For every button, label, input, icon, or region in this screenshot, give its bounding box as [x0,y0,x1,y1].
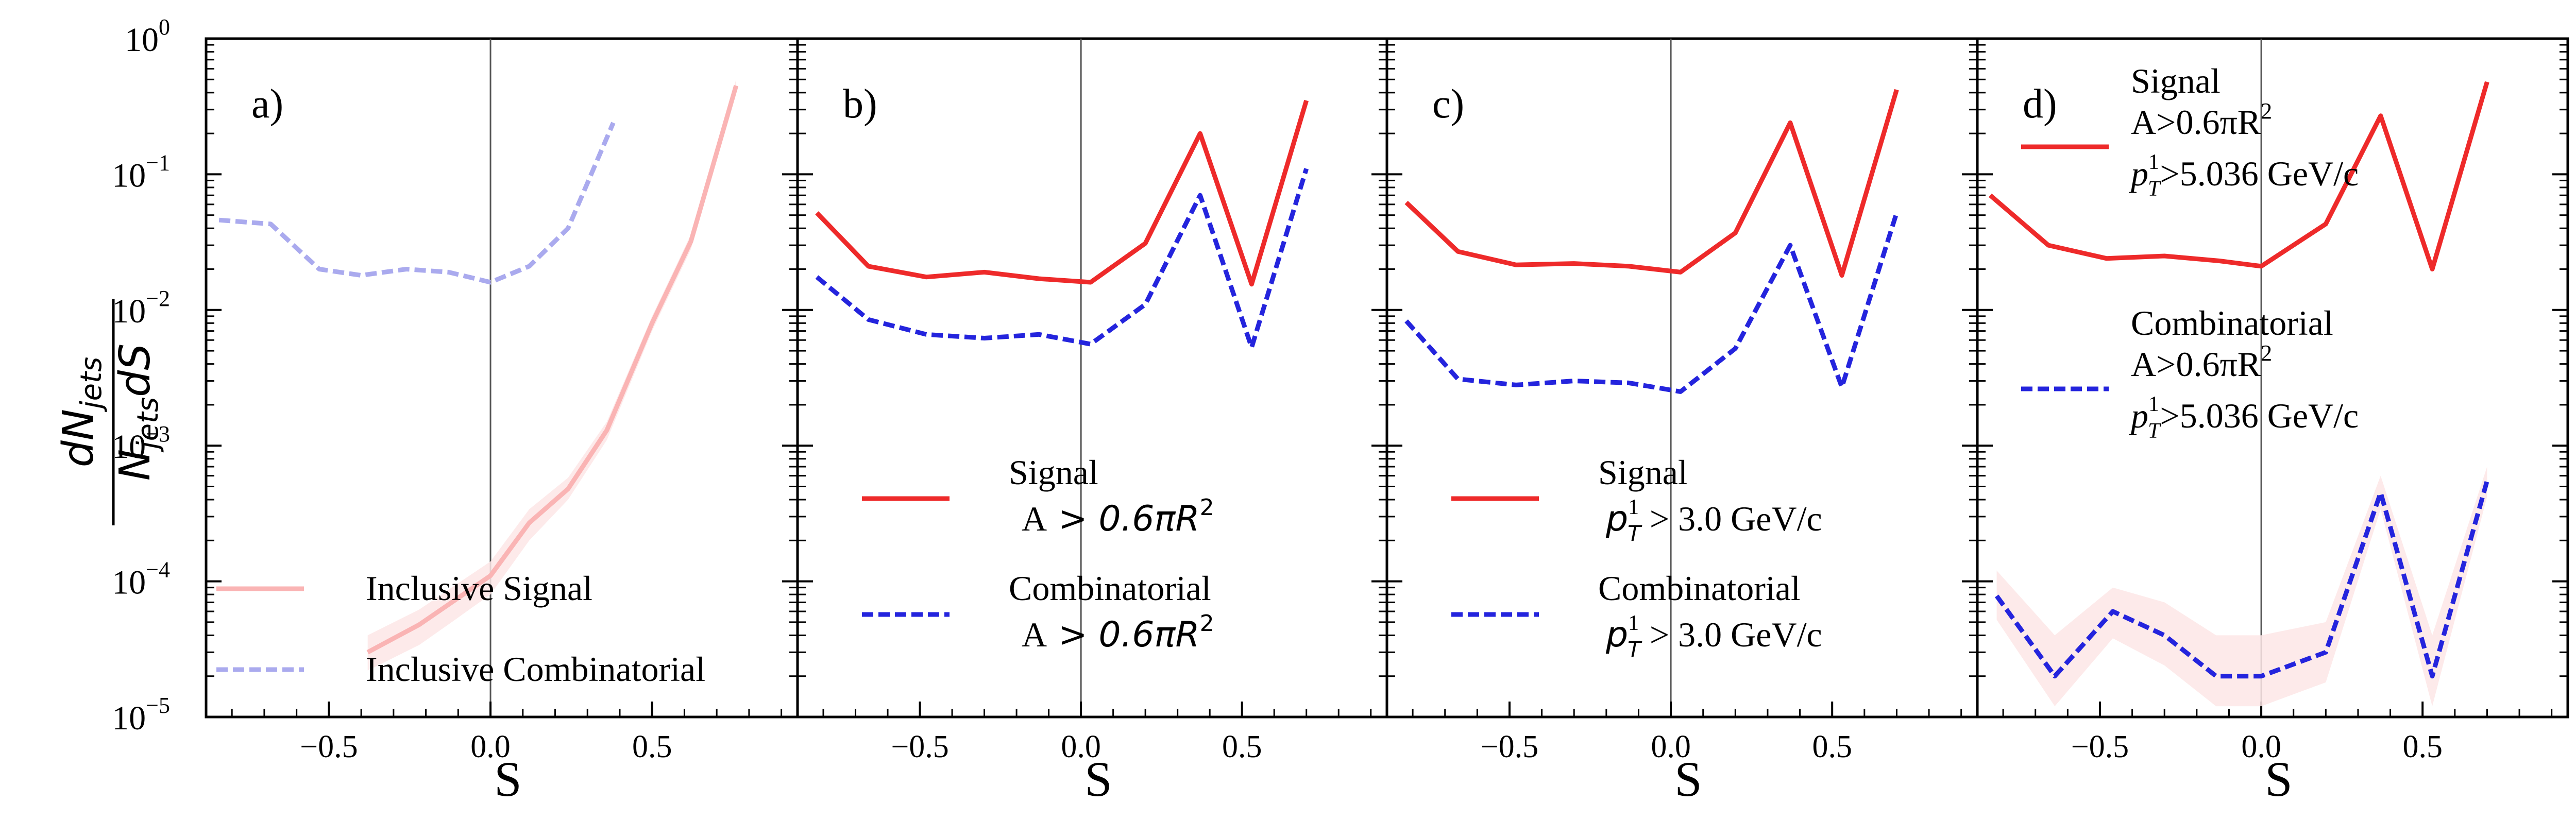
y-axis-label: dNjets NjetsdS [54,299,165,525]
plot-frame [1976,37,2569,719]
series-line-combinatorial [1994,480,2489,679]
y-tick-label: 10−4 [112,557,170,602]
series-line-inclusive-signal [366,85,739,655]
legend-label-line2: A>0.6πR2 [2131,340,2272,384]
plot-frame [205,37,799,719]
x-tick-label: 0.5 [632,729,672,764]
x-axis-label: S [1084,751,1112,807]
x-tick-label: 0.5 [1812,729,1852,764]
y-tick-label: 10−3 [112,421,170,466]
panel-label: c) [1432,81,1464,127]
legend-label: Inclusive Signal [366,569,592,608]
series-line-signal [1989,81,2489,271]
legend-label-line1: Signal [1598,453,1688,492]
x-tick-label: 0.0 [2241,729,2281,764]
y-tick-label: 100 [125,14,170,59]
uncertainty-band [1996,467,2487,707]
series-line-inclusive-combinatorial [218,122,616,285]
y-tick-label: 10−2 [112,286,170,330]
legend-label-line1: Signal [1009,453,1098,492]
series-line-signal [1404,89,1899,278]
legend-label-line3: p1 T>5.036 GeV/c [2129,150,2359,201]
y-tick-label: 10−1 [112,150,170,194]
legend-label-line2: p1 T > 3.0 GeV/c [1605,611,1822,662]
legend-label-line2: A > 0.6πR2 [1022,610,1214,655]
y-tick-labels: 100 10−1 10−2 10−3 10−4 10−5 [112,14,170,737]
legend-label-line1: Combinatorial [2131,303,2333,343]
y-label-numerator: dNjets [54,357,108,468]
legend-label-line1: Combinatorial [1009,569,1211,608]
x-tick-label: 0.0 [1061,729,1101,764]
series-line-combinatorial [1404,212,1899,394]
legend-label-line2: p1 T > 3.0 GeV/c [1605,496,1822,546]
x-tick-label: 0.0 [470,729,511,764]
x-tick-label: 0.5 [2402,729,2443,764]
legend-label-line1: Signal [2131,61,2221,100]
series-line-combinatorial [815,168,1309,350]
series-line-signal [815,99,1309,287]
panel-a: −0.5 0.0 0.5 Sa) Inclusive Signal Inclusive C… [205,37,799,807]
x-tick-label: −0.5 [891,729,948,764]
legend-label-line2: A > 0.6πR2 [1022,494,1214,539]
x-tick-label: −0.5 [1481,729,1538,764]
panel-label: b) [843,81,877,127]
x-axis-label: S [2265,751,2292,807]
x-tick-label: −0.5 [2071,729,2129,764]
legend-label-line2: A>0.6πR2 [2131,98,2272,142]
x-axis-label: S [1674,751,1702,807]
panel-label: d) [2023,81,2057,127]
legend-label-line1: Combinatorial [1598,569,1801,608]
y-label-denominator: NjetsdS [111,344,165,481]
y-tick-label: 10−5 [112,693,170,737]
panel-label: a) [251,81,283,127]
legend-label-line3: p1 T>5.036 GeV/c [2129,392,2359,443]
legend-label: Inclusive Combinatorial [366,650,705,689]
x-tick-label: 0.0 [1651,729,1691,764]
x-axis-label: S [494,751,521,807]
x-tick-label: 0.5 [1222,729,1262,764]
x-tick-label: −0.5 [300,729,358,764]
